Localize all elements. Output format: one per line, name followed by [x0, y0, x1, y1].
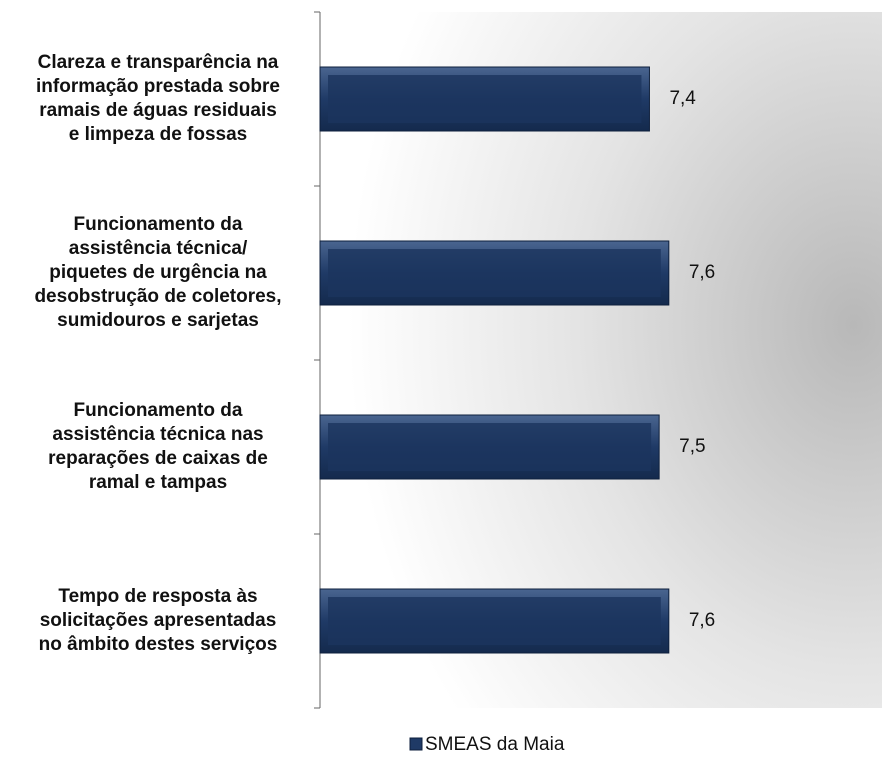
legend-label: SMEAS da Maia — [425, 734, 565, 755]
bar-bevel — [328, 249, 661, 297]
bar-group — [319, 66, 650, 132]
bar-group — [319, 588, 670, 654]
value-label: 7,4 — [669, 88, 696, 109]
value-label: 7,5 — [679, 436, 705, 457]
bar-group — [319, 414, 660, 480]
legend-swatch — [409, 737, 423, 751]
category-label: Clareza e transparência na informação pr… — [36, 52, 280, 145]
bar-group — [319, 240, 670, 306]
bar-bevel — [328, 597, 661, 645]
category-label: Funcionamento da assistência técnica nas… — [48, 400, 268, 493]
bar-bevel — [328, 423, 652, 471]
bar-bevel — [328, 75, 642, 123]
value-label: 7,6 — [689, 262, 715, 283]
category-label: Tempo de resposta às solicitações aprese… — [38, 586, 278, 655]
value-label: 7,6 — [689, 610, 715, 631]
category-label: Funcionamento da assistência técnica/ pi… — [34, 214, 282, 331]
